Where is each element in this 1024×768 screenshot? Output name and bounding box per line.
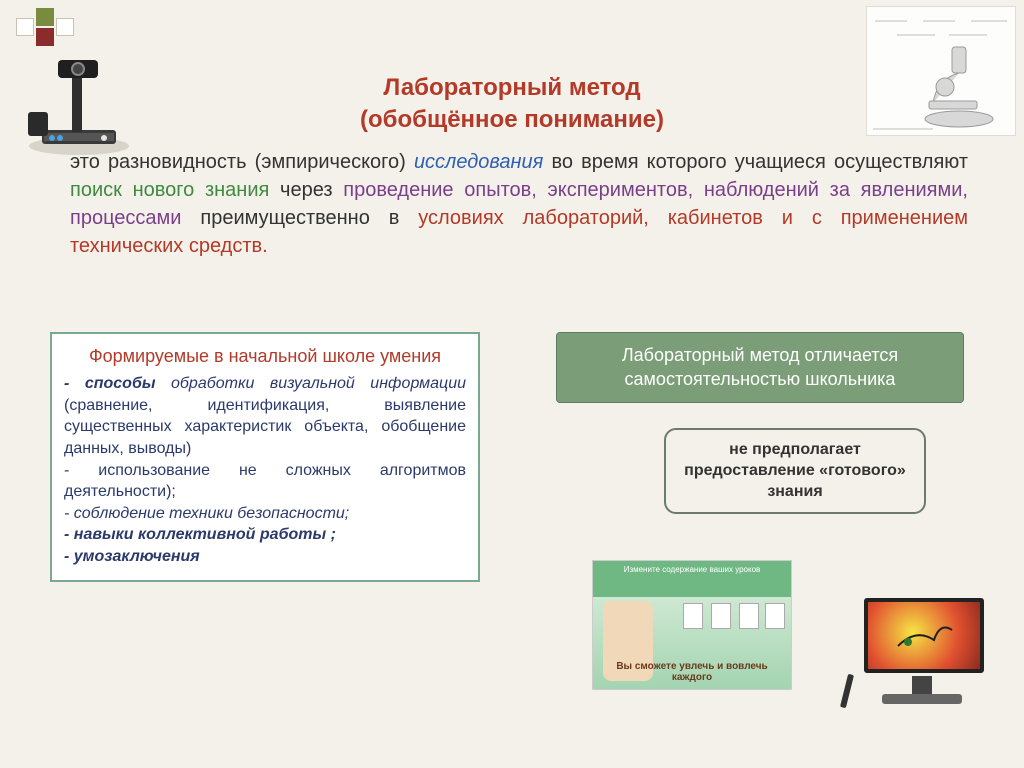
def-part: преимущественно в (181, 207, 418, 229)
skill-item: - навыки коллективной работы ; (64, 524, 466, 546)
monitor-pen (840, 674, 854, 708)
skill-part: (сравнение, идентификация, выявление сущ… (64, 397, 466, 457)
def-part: поиск нового знания (70, 179, 269, 201)
photo-banner-bottom: Вы сможете увлечь и вовлечь каждого (597, 661, 787, 683)
title-line1: Лабораторный метод (0, 72, 1024, 104)
photo-card (683, 603, 703, 629)
def-part: проведение опытов (343, 179, 531, 201)
def-part: условиях лабораторий, кабинетов (418, 207, 763, 229)
monitor-base (882, 694, 962, 704)
slide-title: Лабораторный метод (обобщённое понимание… (0, 72, 1024, 137)
deco-square (56, 18, 74, 36)
independence-callout: Лабораторный метод отличается самостояте… (556, 332, 964, 403)
photo-card (765, 603, 785, 629)
skills-box: Формируемые в начальной школе умения - с… (50, 332, 480, 582)
photo-banner-top: Измените содержание ваших уроков (597, 565, 787, 574)
def-part: , (531, 179, 547, 201)
def-part: во время которого учащиеся осуществляют (543, 151, 968, 173)
skill-item: - умозаключения (64, 546, 466, 568)
interactive-monitor-illustration (844, 598, 994, 708)
teacher-photo: Измените содержание ваших уроков Вы смож… (592, 560, 792, 690)
skills-heading: Формируемые в начальной школе умения (64, 344, 466, 369)
deco-square (36, 28, 54, 46)
photo-card (711, 603, 731, 629)
def-part: исследования (414, 151, 543, 173)
deco-square (16, 18, 34, 36)
def-part: это разновидность (эмпирического) (70, 151, 414, 173)
monitor-stand (912, 676, 932, 696)
def-part: , (688, 179, 704, 201)
skill-part: - способы (64, 375, 156, 392)
skill-item: - использование не сложных алгоритмов де… (64, 460, 466, 503)
def-part: через (269, 179, 343, 201)
title-line2: (обобщённое понимание) (0, 104, 1024, 136)
ready-knowledge-callout: не предполагает предоставление «готового… (664, 428, 926, 514)
skill-item: - соблюдение техники безопасности; (64, 503, 466, 525)
def-part: экспериментов (548, 179, 688, 201)
skill-item: - способы обработки визуальной информаци… (64, 373, 466, 459)
monitor-screen (864, 598, 984, 673)
deco-square (36, 8, 54, 26)
skill-part: обработки визуальной информации (156, 375, 466, 392)
definition-text: это разновидность (эмпирического) исслед… (70, 148, 968, 260)
photo-card (739, 603, 759, 629)
